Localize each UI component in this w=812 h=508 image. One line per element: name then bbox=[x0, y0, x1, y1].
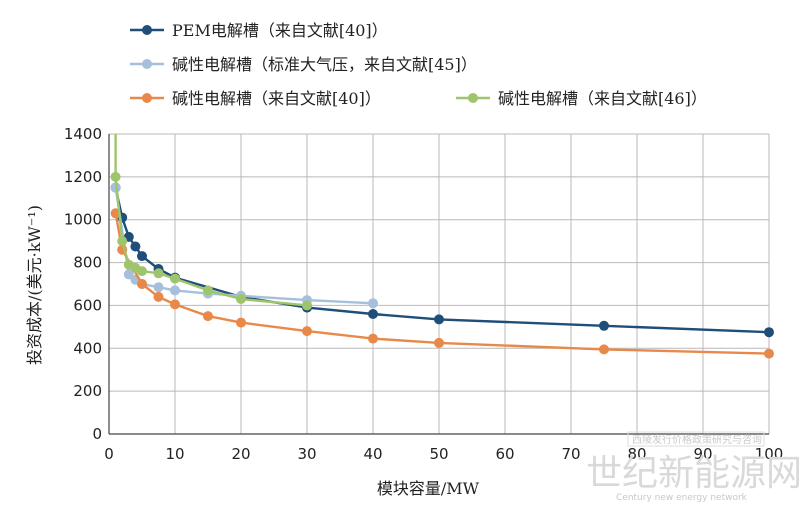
y-tick-label: 1000 bbox=[64, 211, 102, 229]
legend-marker bbox=[468, 93, 478, 103]
series-4 bbox=[110, 134, 312, 311]
x-axis-ticks: 0 10 20 30 40 50 60 70 80 90 100 bbox=[104, 445, 783, 463]
data-point bbox=[110, 171, 121, 182]
data-point bbox=[368, 309, 378, 319]
data-point bbox=[153, 291, 164, 302]
legend-item-3: 碱性电解槽（来自文献[40]） bbox=[130, 89, 381, 108]
y-tick-label: 1400 bbox=[64, 125, 102, 143]
data-point bbox=[599, 344, 609, 355]
gridlines bbox=[108, 133, 770, 435]
x-axis-label: 模块容量/MW bbox=[377, 479, 480, 498]
x-tick-label: 50 bbox=[429, 445, 448, 463]
data-point bbox=[203, 285, 213, 296]
watermark-main-text: 世纪新能源网 bbox=[586, 453, 802, 494]
legend-label: 碱性电解槽（来自文献[46]） bbox=[498, 89, 707, 108]
legend-label: 碱性电解槽（来自文献[40]） bbox=[172, 89, 381, 108]
x-tick-label: 70 bbox=[561, 445, 580, 463]
x-tick-label: 30 bbox=[297, 445, 316, 463]
data-point bbox=[302, 326, 312, 337]
legend-marker bbox=[142, 59, 152, 69]
series-line bbox=[114, 213, 770, 355]
y-tick-label: 1200 bbox=[64, 168, 102, 186]
data-point bbox=[137, 266, 147, 277]
x-tick-label: 20 bbox=[231, 445, 250, 463]
watermark-box bbox=[627, 431, 765, 447]
data-point bbox=[137, 251, 147, 262]
x-tick-label: 90 bbox=[693, 445, 712, 463]
y-tick-label: 600 bbox=[73, 296, 102, 314]
series-3 bbox=[110, 208, 774, 359]
data-point bbox=[236, 317, 246, 328]
data-point bbox=[599, 320, 609, 331]
x-tick-label: 10 bbox=[165, 445, 184, 463]
legend-label: PEM电解槽（来自文献[40]） bbox=[172, 21, 388, 40]
x-tick-label: 0 bbox=[104, 445, 114, 463]
x-tick-label: 40 bbox=[363, 445, 382, 463]
series-line bbox=[114, 187, 770, 334]
legend-label: 碱性电解槽（标准大气压，来自文献[45]） bbox=[172, 55, 477, 74]
y-axis-label: 投资成本/(美元·kW⁻¹) bbox=[25, 205, 44, 365]
data-point bbox=[170, 299, 180, 310]
data-point bbox=[170, 273, 180, 284]
data-point bbox=[302, 300, 312, 311]
data-point bbox=[130, 241, 141, 252]
series-layer bbox=[110, 134, 774, 359]
data-point bbox=[236, 294, 246, 304]
data-point bbox=[368, 298, 378, 309]
data-point bbox=[764, 348, 774, 359]
y-tick-label: 0 bbox=[92, 425, 102, 443]
watermark-sub-text: Century new energy network bbox=[616, 493, 748, 503]
legend-item-4: 碱性电解槽（来自文献[46]） bbox=[456, 89, 707, 108]
legend-marker bbox=[142, 93, 152, 103]
y-tick-label: 800 bbox=[73, 254, 102, 272]
legend: PEM电解槽（来自文献[40]） 碱性电解槽（标准大气压，来自文献[45]） 碱性电… bbox=[130, 21, 707, 108]
data-point bbox=[153, 268, 164, 279]
y-tick-label: 400 bbox=[73, 339, 102, 357]
watermark: 西陵发行价格政策研究与咨询 世纪新能源网 Century new energy … bbox=[586, 431, 802, 503]
legend-marker bbox=[142, 25, 152, 35]
watermark-top-text: 西陵发行价格政策研究与咨询 bbox=[632, 433, 762, 446]
data-point bbox=[153, 282, 164, 293]
legend-item-2: 碱性电解槽（标准大气压，来自文献[45]） bbox=[130, 55, 477, 74]
data-point bbox=[764, 327, 774, 338]
y-axis-ticks: 0 200 400 600 800 1000 1200 1400 bbox=[64, 125, 102, 443]
x-tick-label: 80 bbox=[627, 445, 646, 463]
y-tick-label: 200 bbox=[73, 382, 102, 400]
data-point bbox=[117, 236, 128, 247]
data-point bbox=[368, 333, 378, 344]
x-tick-label: 60 bbox=[495, 445, 514, 463]
data-point bbox=[434, 314, 444, 325]
data-point bbox=[434, 337, 444, 348]
data-point bbox=[170, 285, 180, 296]
data-point bbox=[137, 279, 147, 289]
data-point bbox=[203, 311, 213, 322]
legend-item-1: PEM电解槽（来自文献[40]） bbox=[130, 21, 388, 40]
axes bbox=[108, 134, 769, 435]
x-tick-label: 100 bbox=[755, 445, 784, 463]
